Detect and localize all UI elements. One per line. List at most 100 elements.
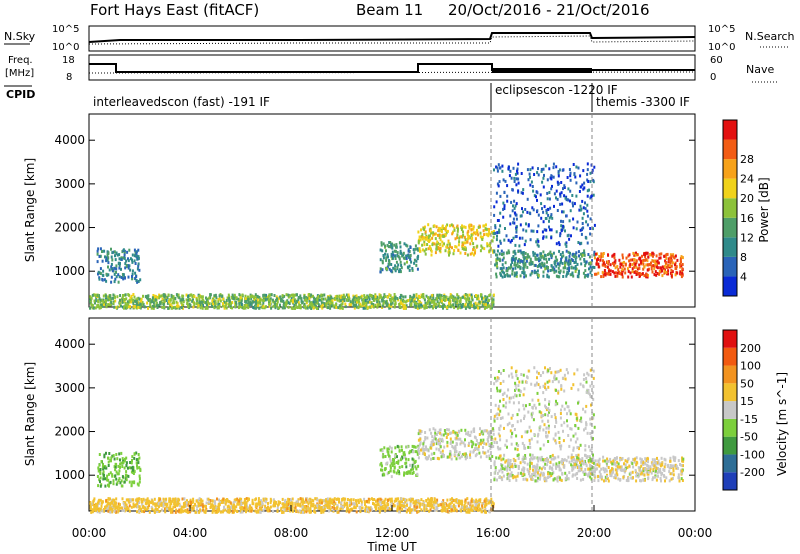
echo-cell-1 <box>119 506 121 510</box>
echo-cell-6 <box>568 168 571 171</box>
echo-cell-1 <box>269 505 272 509</box>
echo-cell-5 <box>670 258 673 262</box>
echo-cell-1 <box>322 499 325 502</box>
echo-cell-1 <box>396 297 399 300</box>
echo-cell-1 <box>175 503 178 507</box>
echo-cell-2 <box>389 241 392 244</box>
echo-cell-4 <box>496 266 499 270</box>
echo-cell-1 <box>263 306 266 310</box>
echo-cell-0 <box>129 268 132 272</box>
echo-cell-1 <box>179 504 182 508</box>
echo-cell-1 <box>445 298 448 302</box>
echo-cell-2 <box>389 466 392 470</box>
echo-cell-2 <box>389 459 392 463</box>
echo-cell-1 <box>449 305 452 309</box>
echo-cell-6 <box>495 238 498 242</box>
echo-cell-1 <box>110 498 113 502</box>
echo-cell-2 <box>402 251 405 255</box>
echo-cell-1 <box>247 304 250 308</box>
echo-cell-6 <box>496 166 499 170</box>
echo-cell-3 <box>421 243 424 247</box>
echo-cell-6 <box>570 234 572 238</box>
echo-cell-0 <box>99 476 102 480</box>
echo-cell-1 <box>201 499 204 503</box>
echo-cell-1 <box>423 304 426 308</box>
echo-cell-1 <box>442 303 444 307</box>
echo-cell-6 <box>504 179 507 183</box>
echo-cell-3 <box>472 246 475 250</box>
echo-cell-3 <box>473 435 476 439</box>
echo-cell-6 <box>581 222 584 225</box>
echo-cell-0 <box>136 466 139 470</box>
echo-cell-4 <box>555 264 558 268</box>
echo-cell-5 <box>614 266 617 270</box>
echo-cell-1 <box>471 295 473 299</box>
echo-cell-1 <box>329 508 332 512</box>
echo-cell-5 <box>627 275 630 279</box>
echo-cell-2 <box>412 467 414 471</box>
echo-cell-1 <box>117 509 120 513</box>
echo-cell-4 <box>593 250 596 254</box>
echo-cell-3 <box>439 234 442 238</box>
echo-cell-3 <box>466 455 469 459</box>
echo-cell-1 <box>465 300 468 304</box>
echo-cell-1 <box>113 501 116 505</box>
echo-cell-1 <box>390 302 392 306</box>
echo-cell-1 <box>322 297 325 301</box>
echo-cell-3 <box>423 249 426 253</box>
echo-cell-2 <box>398 241 401 245</box>
echo-cell-3 <box>446 245 449 249</box>
echo-cell-5 <box>649 253 652 256</box>
echo-cell-3 <box>486 242 489 246</box>
echo-cell-1 <box>429 301 432 305</box>
echo-cell-1 <box>257 301 260 305</box>
echo-cell-1 <box>138 507 141 511</box>
echo-cell-3 <box>488 232 491 236</box>
echo-cell-4 <box>510 265 513 269</box>
echo-cell-1 <box>271 298 274 302</box>
echo-cell-1 <box>181 505 184 509</box>
nave-tick-top: 60 <box>710 55 723 66</box>
echo-cell-6 <box>512 217 515 221</box>
echo-cell-2 <box>391 246 394 250</box>
echo-cell-4 <box>502 252 505 256</box>
echo-cell-1 <box>195 499 198 503</box>
echo-cell-1 <box>109 503 112 507</box>
echo-cell-6 <box>521 191 524 195</box>
echo-cell-1 <box>291 509 294 513</box>
echo-cell-1 <box>154 298 157 302</box>
echo-cell-5 <box>663 269 666 273</box>
echo-cell-1 <box>382 295 385 299</box>
echo-cell-1 <box>459 302 462 306</box>
echo-cell-1 <box>89 295 92 299</box>
echo-cell-1 <box>401 303 404 307</box>
echo-cell-3 <box>456 233 459 237</box>
echo-cell-3 <box>436 240 439 244</box>
echo-cell-1 <box>423 508 426 512</box>
echo-cell-1 <box>290 507 293 511</box>
echo-cell-4 <box>528 255 531 259</box>
echo-cell-2 <box>407 470 410 474</box>
echo-cell-6 <box>575 165 578 169</box>
echo-cell-3 <box>477 233 480 237</box>
echo-cell-5 <box>633 265 636 269</box>
echo-cell-1 <box>455 508 458 512</box>
echo-cell-3 <box>451 445 454 448</box>
echo-cell-3 <box>463 245 466 249</box>
echo-cell-3 <box>460 228 463 232</box>
echo-cell-1 <box>227 303 230 307</box>
echo-cell-3 <box>469 252 472 256</box>
echo-cell-2 <box>412 462 415 465</box>
echo-cell-1 <box>459 296 462 300</box>
echo-cell-3 <box>474 443 477 447</box>
echo-cell-1 <box>431 300 434 304</box>
echo-cell-3 <box>444 227 447 231</box>
echo-cell-1 <box>327 306 329 310</box>
echo-cell-2 <box>388 445 391 449</box>
echo-cell-6 <box>569 189 572 193</box>
echo-cell-1 <box>478 503 481 507</box>
echo-cell-5 <box>618 270 620 274</box>
echo-cell-2 <box>412 450 414 454</box>
echo-cell-3 <box>430 249 433 253</box>
echo-cell-1 <box>281 294 284 298</box>
